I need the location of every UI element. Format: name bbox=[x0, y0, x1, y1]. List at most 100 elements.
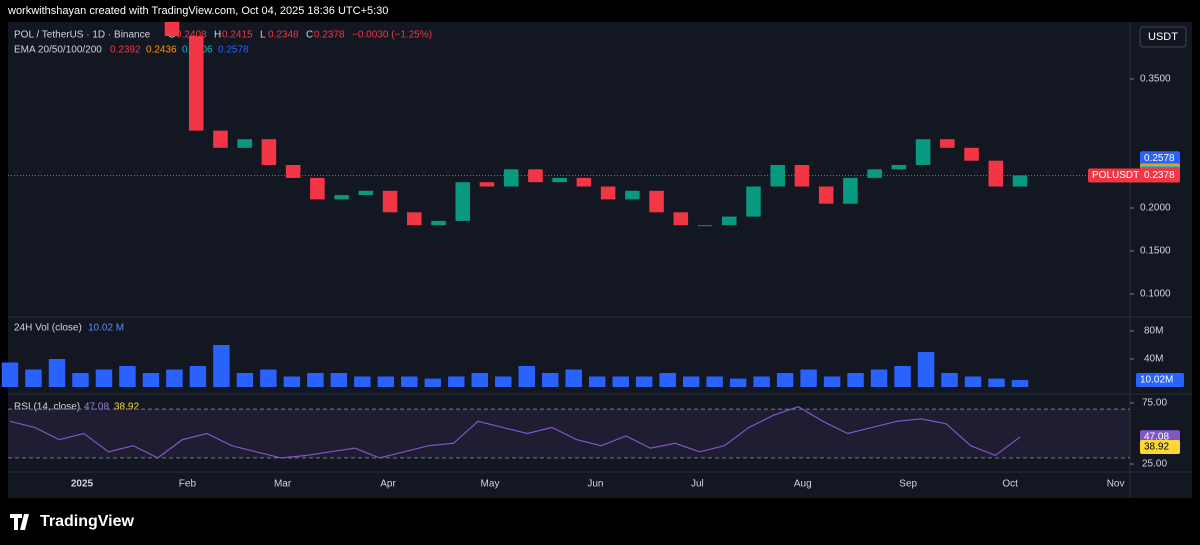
x-tick-label: Sep bbox=[899, 479, 917, 490]
volume-bar bbox=[1011, 379, 1029, 387]
attribution: workwithshayan created with TradingView.… bbox=[7, 5, 388, 17]
volume-bar bbox=[260, 369, 277, 387]
brand: TradingView bbox=[40, 513, 135, 530]
volume-bar bbox=[542, 372, 559, 387]
candle bbox=[697, 225, 713, 227]
candle bbox=[600, 186, 616, 200]
volume-bar bbox=[189, 365, 207, 387]
volume-bar bbox=[847, 372, 864, 387]
y-tick-label: 0.3500 bbox=[1140, 74, 1171, 85]
volume-bar bbox=[682, 376, 700, 387]
volume-bar bbox=[25, 369, 42, 387]
candle bbox=[891, 165, 907, 170]
last-badge-label: 0.2378 bbox=[1144, 170, 1175, 181]
rsi-title: RSI (14, close) bbox=[14, 402, 80, 413]
candle bbox=[770, 165, 785, 187]
volume-title: 24H Vol (close) bbox=[14, 323, 82, 334]
ema-label: EMA 20/50/100/200 bbox=[14, 45, 102, 56]
candle bbox=[649, 190, 664, 213]
candle bbox=[455, 182, 471, 221]
x-tick-label: Feb bbox=[179, 479, 197, 490]
symbol: POL / TetherUS · 1D · Binance bbox=[14, 30, 151, 41]
volume-bar bbox=[988, 378, 1005, 387]
candle bbox=[310, 177, 325, 200]
last-badge bbox=[1088, 168, 1180, 183]
volume-bar bbox=[495, 376, 512, 387]
rsi-line bbox=[9, 406, 1021, 459]
x-tick-label: Apr bbox=[380, 479, 396, 490]
x-tick-label: Jun bbox=[587, 479, 603, 490]
volume-bar bbox=[565, 369, 582, 387]
logo-mark bbox=[10, 514, 29, 530]
volume-bar bbox=[424, 378, 442, 387]
ema-value: 0.2392 bbox=[110, 45, 141, 56]
volume-bar bbox=[48, 358, 66, 387]
volume-bar bbox=[330, 372, 348, 387]
currency[interactable]: USDT bbox=[1148, 31, 1178, 43]
volume-bar bbox=[236, 372, 254, 387]
price-badge-label: 0.2578 bbox=[1144, 153, 1175, 164]
candle bbox=[1012, 175, 1028, 187]
x-tick-label: Oct bbox=[1002, 479, 1018, 490]
volume-bar bbox=[635, 376, 653, 387]
volume-bar bbox=[776, 372, 794, 387]
ohlc-value: 0.2415 bbox=[222, 30, 253, 41]
volume-bar bbox=[659, 372, 676, 387]
volume-badge-label: 10.02M bbox=[1140, 375, 1173, 386]
volume-bar bbox=[448, 376, 465, 387]
volume-bar bbox=[823, 376, 841, 387]
y-tick-label: 0.1500 bbox=[1140, 246, 1171, 257]
volume-bar bbox=[753, 376, 770, 387]
volume-bar bbox=[95, 369, 113, 387]
candle bbox=[431, 220, 446, 226]
volume-bar bbox=[213, 344, 230, 387]
volume-bar bbox=[941, 372, 958, 387]
volume-bar bbox=[166, 369, 183, 387]
ohlc-value: 0.2408 bbox=[176, 30, 207, 41]
candle bbox=[843, 177, 858, 204]
candle bbox=[213, 130, 228, 148]
candle bbox=[915, 139, 931, 166]
volume-bar bbox=[471, 372, 488, 387]
candle bbox=[334, 195, 349, 200]
candle bbox=[358, 190, 374, 196]
candle bbox=[964, 147, 979, 161]
candle bbox=[867, 169, 882, 178]
ema-value: 0.2436 bbox=[146, 45, 177, 56]
volume-bar bbox=[72, 372, 89, 387]
volume-bar bbox=[870, 369, 888, 387]
rsi-badge-label: 38.92 bbox=[1144, 442, 1169, 453]
price-badge bbox=[1140, 151, 1180, 166]
volume-bar bbox=[119, 365, 136, 387]
candle bbox=[528, 169, 543, 183]
volume-bar bbox=[706, 376, 723, 387]
rsi-band-fill bbox=[8, 409, 1130, 458]
y-tick-label: 25.00 bbox=[1142, 459, 1167, 470]
y-tick-label: 75.00 bbox=[1142, 398, 1167, 409]
currency-box[interactable] bbox=[1139, 26, 1187, 48]
last-badge-name: POLUSDT bbox=[1092, 170, 1139, 181]
candle bbox=[940, 139, 955, 148]
candle bbox=[673, 212, 689, 226]
volume-bar bbox=[612, 376, 629, 387]
candle bbox=[285, 165, 301, 178]
candle bbox=[503, 169, 519, 187]
ema-value: 0.2578 bbox=[218, 45, 249, 56]
y-tick-label: 0.2000 bbox=[1140, 203, 1171, 214]
candle bbox=[794, 165, 810, 187]
rsi-value: 47.08 bbox=[84, 402, 109, 413]
candle bbox=[407, 212, 422, 226]
x-tick-label: Jul bbox=[691, 479, 704, 490]
rsi-ma-value: 38.92 bbox=[114, 402, 139, 413]
candle bbox=[479, 182, 495, 187]
candle bbox=[721, 216, 737, 226]
volume-badge bbox=[1136, 372, 1184, 387]
logo: TradingView bbox=[10, 513, 135, 530]
x-tick-label: 2025 bbox=[71, 479, 94, 490]
x-tick-label: May bbox=[481, 479, 500, 490]
volume-bar bbox=[1, 362, 19, 387]
change: −0.0030 (−1.25%) bbox=[352, 30, 432, 41]
volume-bar bbox=[588, 376, 606, 387]
candle bbox=[382, 190, 398, 213]
